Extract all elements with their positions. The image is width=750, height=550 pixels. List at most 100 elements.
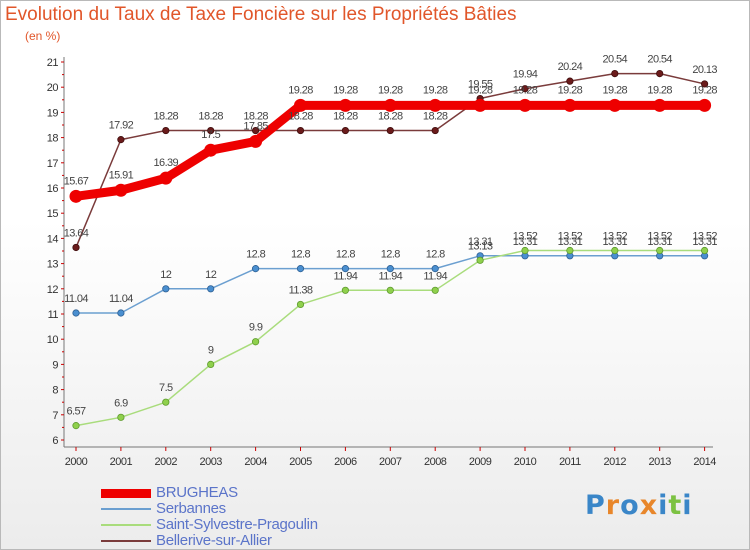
data-label: 18.28: [154, 111, 179, 123]
data-point: [117, 413, 125, 421]
y-tick-label: 20: [47, 82, 59, 94]
data-label: 17.85: [243, 120, 268, 132]
logo-letter: x: [639, 490, 659, 521]
data-label: 13.31: [558, 236, 583, 248]
x-tick-label: 2013: [648, 456, 671, 468]
data-point: [207, 285, 215, 293]
data-point: [476, 256, 484, 264]
data-label: 19.28: [468, 84, 493, 96]
data-label: 19.28: [558, 84, 583, 96]
y-tick-label: 18: [47, 133, 59, 145]
data-point: [431, 126, 439, 135]
series-line-1: [76, 255, 705, 314]
data-label: 13.52: [558, 230, 583, 242]
data-label: 13.52: [603, 230, 628, 242]
data-label: 13.52: [692, 230, 717, 242]
logo-letter: i: [682, 490, 693, 521]
legend-item-brugheas: BRUGHEAS: [101, 485, 318, 501]
data-point: [341, 126, 349, 135]
y-tick-label: 13: [47, 259, 59, 271]
data-point: [296, 300, 305, 309]
proxiti-logo: Proxiti: [585, 490, 693, 521]
x-tick-label: 2002: [155, 456, 178, 468]
data-point: [611, 69, 619, 78]
data-label: 13.31: [692, 236, 717, 248]
data-label: 13.52: [647, 230, 672, 242]
legend-label: Bellerive-sur-Allier: [156, 532, 272, 549]
data-label: 12.8: [426, 249, 445, 261]
data-point: [566, 246, 574, 255]
legend-swatch: [101, 524, 151, 526]
y-tick-label: 9: [52, 359, 58, 371]
data-point: [341, 286, 349, 294]
data-point: [521, 246, 529, 255]
data-label: 20.54: [647, 54, 672, 66]
y-tick-label: 11: [48, 309, 59, 321]
data-point: [656, 246, 664, 255]
legend: BRUGHEAS Serbannes Saint-Sylvestre-Prago…: [101, 485, 318, 549]
data-label: 19.28: [333, 84, 358, 96]
logo-letter: t: [668, 490, 683, 521]
data-point: [296, 265, 305, 273]
data-point: [159, 171, 173, 185]
y-tick-label: 19: [47, 107, 59, 119]
legend-item-saint-sylvestre-pragoulin: Saint-Sylvestre-Pragoulin: [101, 517, 318, 533]
data-label: 19.28: [692, 84, 717, 96]
data-label: 12.8: [381, 249, 400, 261]
data-label: 12.8: [336, 249, 355, 261]
data-label: 11.94: [378, 270, 402, 282]
data-point: [518, 98, 532, 112]
data-label: 13.31: [603, 236, 628, 248]
data-label: 13.31: [647, 236, 672, 248]
x-tick-label: 2001: [110, 456, 133, 468]
data-point: [431, 286, 439, 294]
y-tick-label: 7: [52, 410, 58, 422]
y-tick-label: 8: [52, 385, 58, 397]
legend-label: Saint-Sylvestre-Pragoulin: [156, 516, 318, 533]
data-label: 19.28: [288, 84, 313, 96]
data-label: 12.8: [291, 249, 310, 261]
logo-letter: r: [605, 490, 621, 521]
data-label: 13.64: [64, 227, 89, 239]
data-label: 13.13: [468, 240, 493, 252]
x-tick-label: 2012: [604, 456, 627, 468]
data-label: 9: [208, 344, 214, 356]
data-point: [162, 126, 170, 135]
data-point: [383, 98, 397, 112]
legend-swatch: [101, 540, 151, 542]
data-point: [117, 309, 125, 317]
data-point: [69, 189, 83, 203]
data-point: [608, 98, 622, 112]
data-label: 18.28: [423, 111, 448, 123]
y-tick-label: 12: [47, 284, 59, 296]
data-point: [249, 134, 263, 148]
x-tick-label: 2005: [289, 456, 312, 468]
data-point: [653, 98, 667, 112]
data-point: [252, 265, 260, 273]
data-point: [338, 98, 352, 112]
data-label: 19.94: [513, 69, 538, 81]
data-point: [72, 243, 80, 252]
chart-title: Evolution du Taux de Taxe Foncière sur l…: [5, 4, 517, 25]
data-label: 16.39: [154, 157, 179, 169]
data-point: [563, 98, 577, 112]
data-label: 6.9: [114, 397, 128, 409]
data-point: [386, 126, 394, 135]
x-tick-label: 2010: [514, 456, 537, 468]
x-tick-label: 2008: [424, 456, 447, 468]
data-point: [117, 136, 125, 144]
data-point: [207, 126, 215, 135]
y-tick-label: 15: [47, 208, 59, 220]
data-label: 13.31: [468, 236, 493, 248]
data-point: [72, 422, 80, 430]
y-tick-label: 16: [47, 183, 59, 195]
x-tick-label: 2007: [379, 456, 402, 468]
data-label: 17.92: [109, 120, 134, 132]
logo-letter: P: [585, 490, 606, 521]
data-label: 19.55: [468, 79, 493, 91]
x-tick-label: 2006: [334, 456, 357, 468]
data-point: [386, 265, 394, 273]
data-point: [566, 77, 574, 85]
